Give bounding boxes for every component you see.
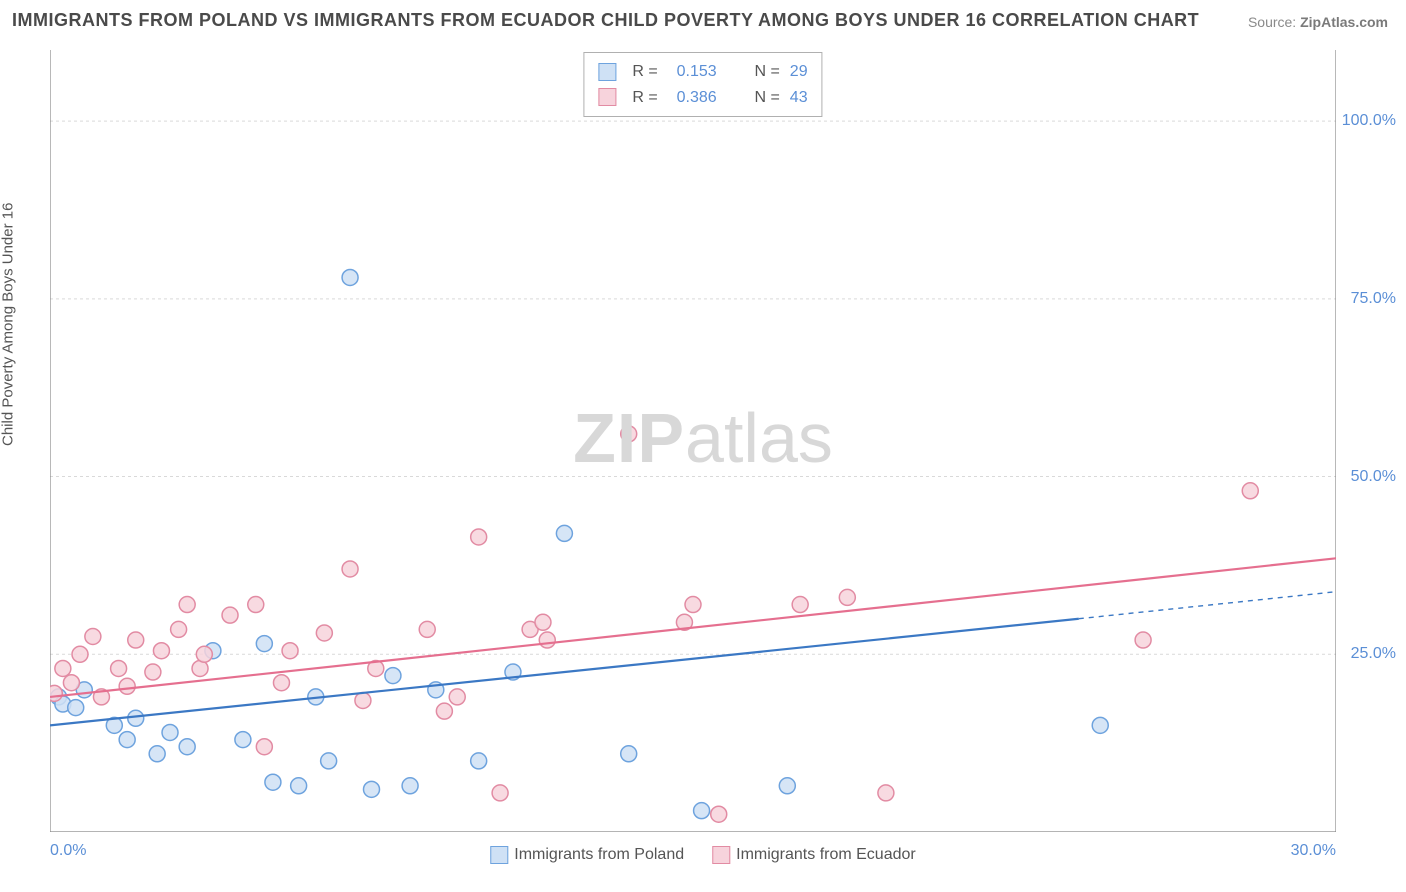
legend-label: Immigrants from Poland [514,846,684,863]
legend-swatch [598,63,616,81]
chart-title: IMMIGRANTS FROM POLAND VS IMMIGRANTS FRO… [12,10,1199,31]
source-prefix: Source: [1248,14,1300,30]
y-tick-label: 25.0% [1351,645,1396,663]
x-tick-label: 0.0% [50,842,86,860]
legend-label: Immigrants from Ecuador [736,846,916,863]
x-tick-label: 30.0% [1291,842,1336,860]
legend-swatch [712,846,730,864]
bottom-legend: Immigrants from Poland Immigrants from Ec… [490,846,915,864]
stats-r-value: 0.386 [677,85,717,111]
legend-swatch [598,88,616,106]
source-name: ZipAtlas.com [1300,14,1388,30]
stats-legend-box: R = 0.153 N = 29R = 0.386 N = 43 [583,52,822,117]
plot-area [50,50,1336,832]
stats-n-value: 43 [790,85,808,111]
scatter-plot-svg [50,50,1336,832]
y-tick-label: 100.0% [1342,112,1396,130]
stats-row: R = 0.153 N = 29 [598,59,807,85]
legend-item: Immigrants from Ecuador [712,846,916,864]
stats-row: R = 0.386 N = 43 [598,85,807,111]
stats-n-value: 29 [790,59,808,85]
stats-r-value: 0.153 [677,59,717,85]
y-axis-label: Child Poverty Among Boys Under 16 [0,203,17,446]
chart-container: IMMIGRANTS FROM POLAND VS IMMIGRANTS FRO… [0,0,1406,892]
y-tick-label: 75.0% [1351,290,1396,308]
y-tick-label: 50.0% [1351,468,1396,486]
legend-swatch [490,846,508,864]
source-attribution: Source: ZipAtlas.com [1248,14,1388,30]
legend-item: Immigrants from Poland [490,846,684,864]
